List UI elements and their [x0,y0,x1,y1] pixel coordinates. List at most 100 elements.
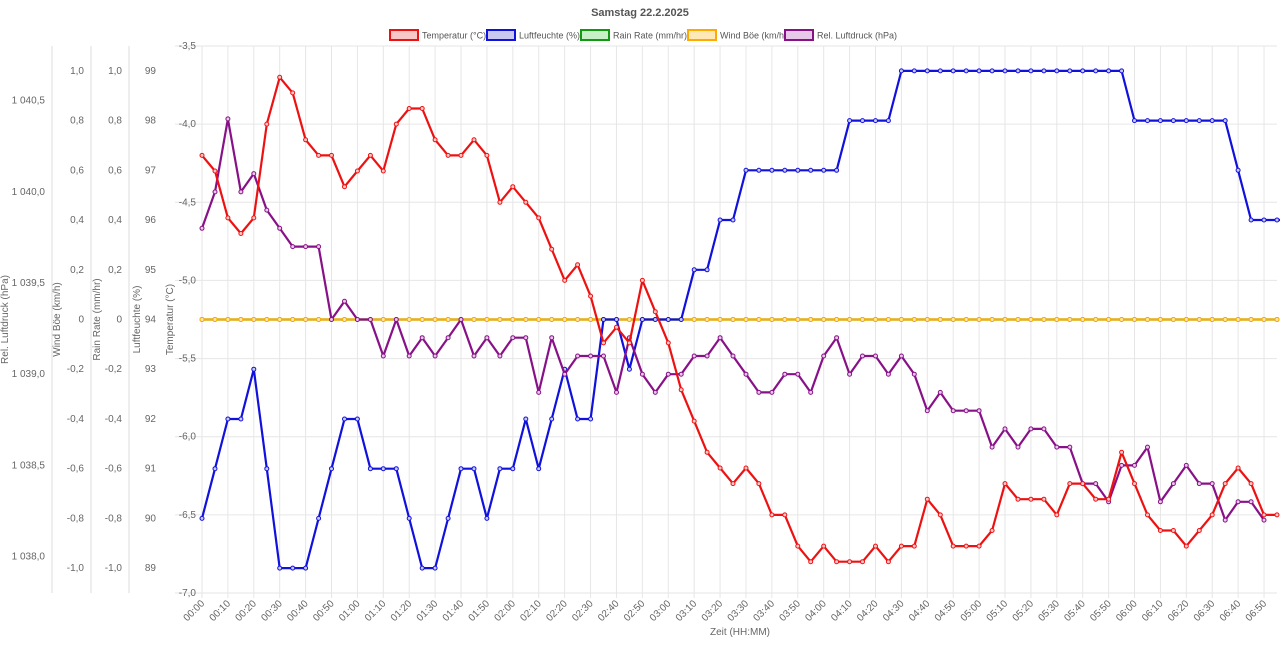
pressure-point [342,298,347,304]
wind-gust-point [885,317,891,322]
pressure-point [704,353,710,359]
humidity-point [393,466,399,472]
pressure-tick-label: 1 040,0 [12,187,46,198]
humidity-point [976,68,982,74]
wind-gust-point [303,317,309,322]
humidity-point [1261,217,1267,223]
temperature-point [562,277,568,283]
wind-gust-point [769,317,775,322]
pressure-tick-label: 1 040,5 [12,96,46,107]
wind-gust-axis-title: Wind Böe (km/h) [52,282,63,356]
humidity-point [536,466,542,472]
wind-gust-point [1157,317,1163,322]
wind-gust-point [342,317,347,322]
pressure-point [471,353,477,359]
legend-item-rain-rate: Rain Rate (mm/hr) [580,29,687,41]
x-tick-label: 03:40 [752,598,778,624]
legend: Temperatur (°C) Luftfeuchte (%) Rain Rate … [389,29,897,41]
x-tick-label: 03:50 [777,598,803,624]
pressure-point [549,335,555,341]
humidity-point [1235,167,1241,173]
wind-gust-point [1002,317,1008,322]
temperature-point [588,293,594,299]
temperature-point [1235,465,1241,471]
legend-swatch [580,29,610,41]
temperature-point [316,152,322,158]
pressure-point [1067,444,1073,450]
rain-rate-tick-label: -0,6 [105,464,123,475]
x-tick-label: 01:30 [415,598,441,624]
temperature-point [1209,512,1215,518]
humidity-tick-label: 91 [145,464,157,475]
x-tick-label: 05:10 [985,598,1011,624]
pressure-tick-label: 1 038,0 [12,552,46,563]
temperature-point [199,152,205,158]
pressure-point [1183,462,1189,468]
temperature-point [860,559,865,565]
pressure-point [290,244,296,250]
wind-gust-point [445,317,451,322]
x-tick-label: 04:20 [855,598,881,624]
humidity-tick-label: 90 [145,513,157,524]
pressure-point [821,353,827,359]
rain-rate-tick-label: 0,8 [108,116,122,127]
temperature-point [743,465,749,471]
humidity-point [691,267,697,273]
wind-gust-point [432,317,438,322]
humidity-point [782,167,788,173]
wind-gust-point [380,317,386,322]
wind-gust-point [1067,317,1073,322]
temperature-point [963,543,969,549]
humidity-point [199,515,205,521]
pressure-point [976,408,982,414]
wind-gust-point [782,317,788,322]
pressure-point [717,335,723,341]
rain-rate-tick-label: 0,6 [108,165,122,176]
pressure-tick-label: 1 038,5 [12,460,46,471]
temp-tick-label: -3,5 [179,41,197,52]
wind-gust-point [873,317,878,322]
wind-gust-point [808,317,814,322]
temperature-point [238,231,244,236]
temperature-point [821,543,827,549]
wind-gust-tick-label: -1,0 [67,563,85,574]
humidity-point [821,167,827,173]
temperature-point [1274,512,1280,518]
temperature-point [367,152,373,158]
humidity-point [795,167,801,173]
temperature-point [847,559,853,565]
chart-title: Samstag 22.2.2025 [591,7,689,19]
humidity-point [885,118,891,124]
humidity-point [937,68,943,74]
temperature-point [432,137,438,143]
temperature-point [329,152,334,158]
wind-gust-point [1028,317,1034,322]
x-tick-label: 00:50 [311,598,337,624]
humidity-point [717,217,723,223]
legend-label: Rel. Luftdruck (hPa) [817,31,897,41]
wind-gust-point [976,317,982,322]
wind-gust-point [549,317,555,322]
wind-gust-point [199,317,205,322]
humidity-point [601,317,606,322]
temperature-point [704,449,710,455]
pressure-point [1093,481,1099,487]
pressure-point [484,335,490,341]
wind-gust-point [251,317,257,322]
pressure-point [950,408,956,414]
x-tick-label: 03:30 [726,598,752,624]
temperature-point [1119,449,1125,455]
wind-gust-point [471,317,477,322]
temperature-point [549,246,555,252]
pressure-point [1132,462,1137,468]
rain-rate-tick-label: -0,4 [105,414,123,425]
wind-gust-point [1145,317,1150,322]
wind-gust-point [898,317,904,322]
wind-gust-point [1093,317,1099,322]
humidity-point [808,167,814,173]
wind-gust-point [834,317,840,322]
wind-gust-point [1054,317,1060,322]
x-tick-label: 00:20 [233,598,259,624]
rain-rate-axis-title: Rain Rate (mm/hr) [92,278,103,360]
pressure-point [795,371,801,377]
